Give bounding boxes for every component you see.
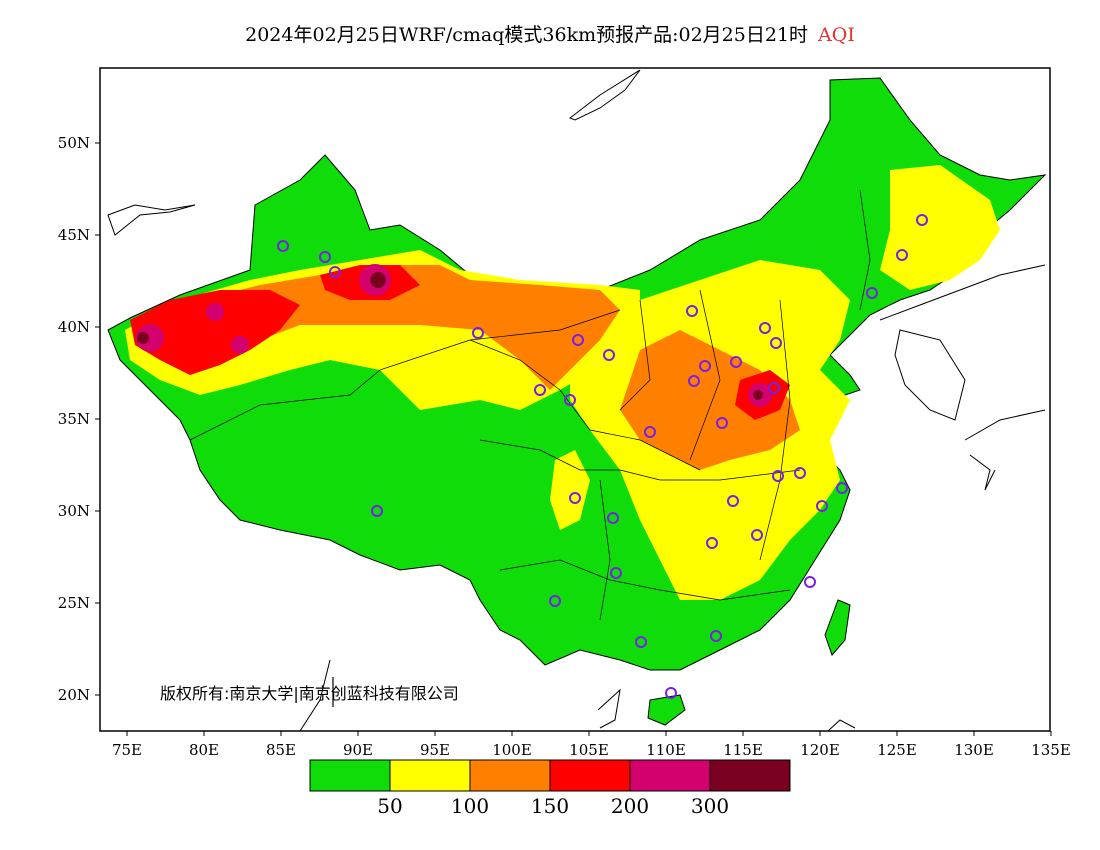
station-marker: [371, 505, 383, 517]
neighbor-outlines: [107, 69, 1046, 732]
colorbar-swatch: [309, 759, 391, 792]
y-tick-label: 30N: [58, 502, 90, 520]
station-marker: [603, 349, 615, 361]
x-tick-label: 115E: [723, 741, 763, 759]
station-marker: [751, 529, 763, 541]
station-marker: [277, 240, 289, 252]
station-marker: [730, 356, 742, 368]
station-marker: [866, 287, 878, 299]
y-tick-label: 50N: [58, 134, 90, 152]
aqi-hotspot-maroon: [370, 272, 386, 288]
aqi-region-yellow-northeast: [880, 165, 1000, 290]
station-marker: [686, 305, 698, 317]
station-marker: [569, 492, 581, 504]
station-marker: [534, 384, 546, 396]
station-marker: [804, 576, 816, 588]
colorbar-label: 300: [690, 794, 730, 818]
station-marker: [319, 251, 331, 263]
colorbar-swatch: [709, 759, 791, 792]
aqi-hotspot-magenta: [136, 324, 164, 352]
y-axis: 20N 25N 30N 35N 40N 45N 50N: [58, 134, 100, 704]
aqi-hotspot-maroon: [137, 332, 149, 344]
colorbar-swatch: [469, 759, 551, 792]
x-tick-label: 105E: [569, 741, 609, 759]
station-marker: [727, 495, 739, 507]
x-tick-label: 110E: [646, 741, 686, 759]
colorbar-label: 50: [377, 794, 403, 818]
y-tick-label: 25N: [58, 594, 90, 612]
station-marker: [688, 375, 700, 387]
y-tick-label: 45N: [58, 226, 90, 244]
station-marker: [816, 500, 828, 512]
colorbar-label: 200: [610, 794, 650, 818]
station-marker: [770, 337, 782, 349]
x-tick-label: 90E: [343, 741, 373, 759]
station-marker: [635, 636, 647, 648]
y-tick-label: 40N: [58, 318, 90, 336]
station-marker: [610, 567, 622, 579]
station-marker: [644, 426, 656, 438]
aqi-region-orange-central: [620, 330, 800, 470]
aqi-region-red-tarim: [130, 290, 300, 375]
x-tick-label: 100E: [492, 741, 532, 759]
colorbar: [309, 759, 791, 792]
colorbar-swatch: [389, 759, 471, 792]
station-marker: [564, 394, 576, 406]
aqi-hotspot-magenta: [206, 303, 224, 321]
y-tick-label: 20N: [58, 686, 90, 704]
station-marker: [607, 512, 619, 524]
station-markers: [277, 214, 928, 699]
station-marker: [665, 687, 677, 699]
station-marker: [716, 417, 728, 429]
aqi-hotspot-maroon: [753, 390, 763, 400]
station-marker: [772, 470, 784, 482]
station-marker: [710, 630, 722, 642]
title-variable: AQI: [818, 24, 855, 46]
station-marker: [836, 482, 848, 494]
colorbar-swatch: [629, 759, 711, 792]
colorbar-label: 150: [530, 794, 570, 818]
province-boundaries: [189, 189, 871, 621]
x-tick-label: 120E: [800, 741, 840, 759]
colorbar-swatch: [549, 759, 631, 792]
station-marker: [549, 595, 561, 607]
station-marker: [896, 249, 908, 261]
station-marker: [768, 382, 780, 394]
station-marker: [916, 214, 928, 226]
x-tick-label: 135E: [1031, 741, 1071, 759]
y-tick-label: 35N: [58, 410, 90, 428]
station-marker: [759, 322, 771, 334]
x-tick-label: 130E: [954, 741, 994, 759]
station-marker: [572, 334, 584, 346]
station-marker: [329, 266, 341, 278]
x-tick-label: 125E: [877, 741, 917, 759]
x-tick-label: 75E: [112, 741, 142, 759]
aqi-hotspot-magenta: [231, 336, 249, 354]
station-marker: [794, 467, 806, 479]
station-marker: [472, 327, 484, 339]
x-axis: 75E 80E 85E 90E 95E 100E 105E 110E 115E 120E 125E 1…: [112, 731, 1071, 759]
colorbar-label: 100: [450, 794, 490, 818]
taiwan-island: [824, 599, 851, 656]
map-title: 2024年02月25日WRF/cmaq模式36km预报产品:02月25日21时 A…: [0, 20, 1100, 47]
x-tick-label: 85E: [266, 741, 296, 759]
title-main: 2024年02月25日WRF/cmaq模式36km预报产品:02月25日21时: [245, 24, 809, 46]
station-marker: [706, 537, 718, 549]
x-tick-label: 80E: [189, 741, 219, 759]
station-marker: [699, 360, 711, 372]
x-tick-label: 95E: [420, 741, 450, 759]
copyright-text: 版权所有:南京大学|南京创蓝科技有限公司: [160, 684, 459, 703]
